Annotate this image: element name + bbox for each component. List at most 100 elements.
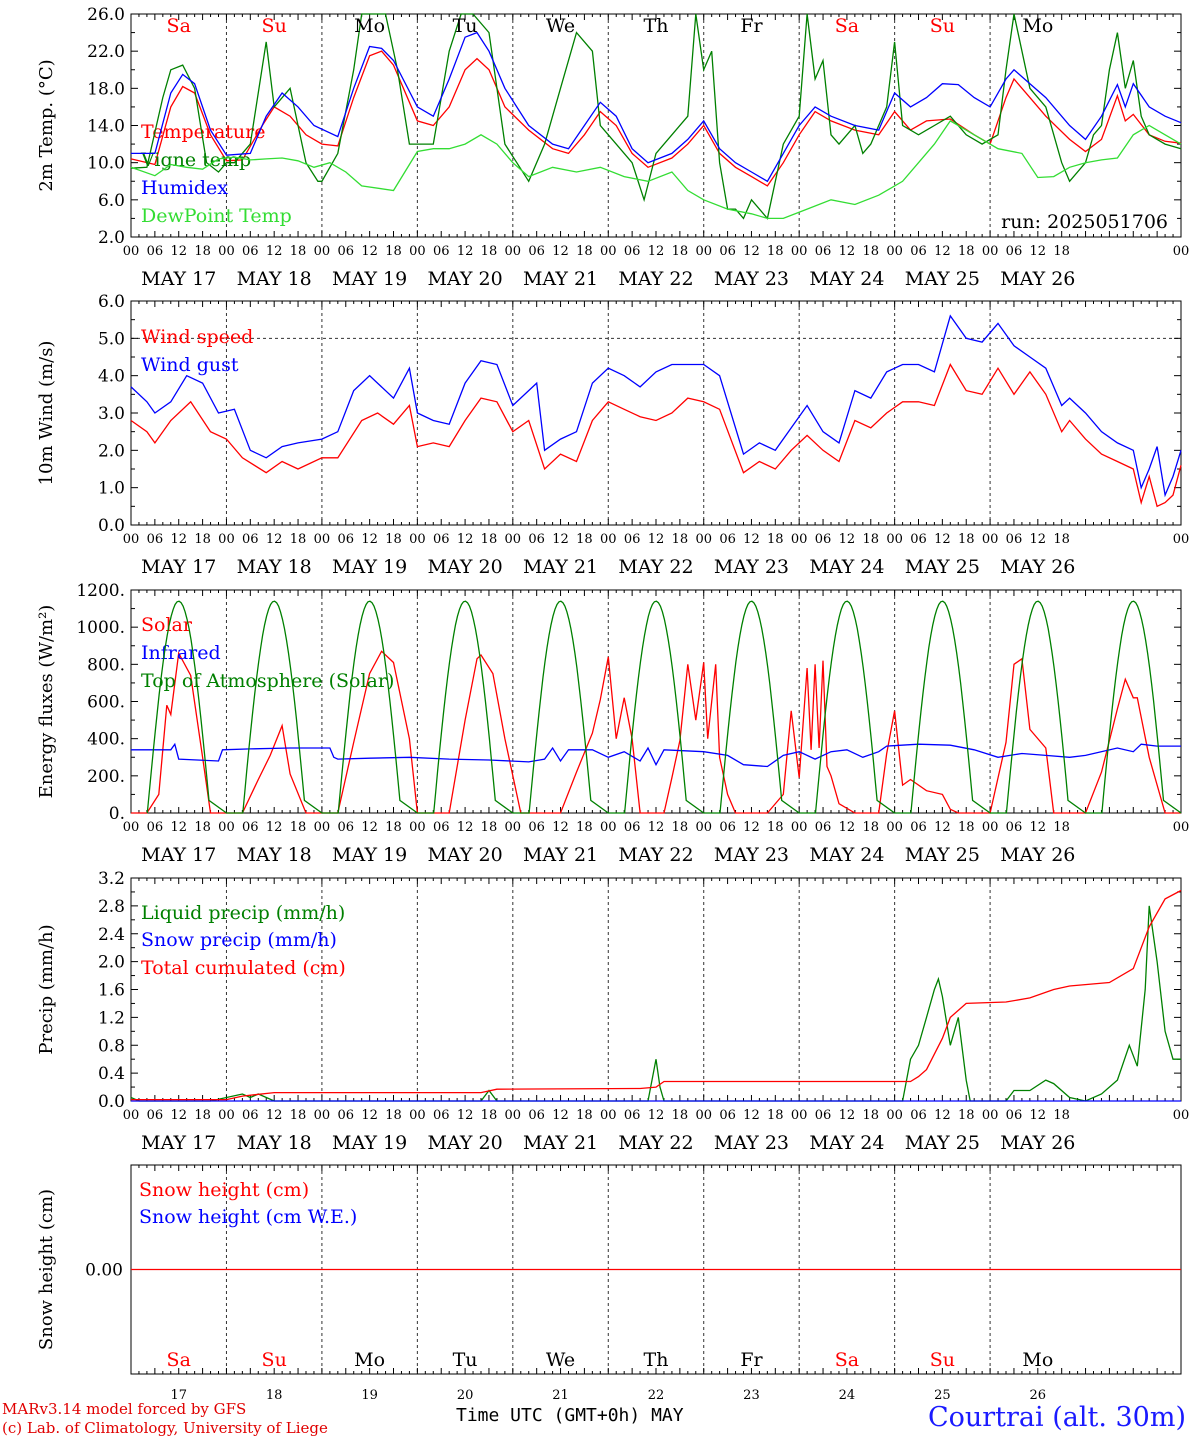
hour-label: 12 xyxy=(1030,1108,1047,1123)
hour-label: 06 xyxy=(815,532,832,547)
legend-entry: Temperature xyxy=(141,121,265,143)
hour-label: 06 xyxy=(1006,532,1023,547)
date-label: MAY 19 xyxy=(332,1132,407,1154)
y-tick-label: 0.0 xyxy=(98,516,125,536)
hour-label: 06 xyxy=(910,244,927,259)
hour-label: 06 xyxy=(815,244,832,259)
date-label: MAY 24 xyxy=(809,556,884,578)
hour-label: 00 xyxy=(600,820,617,835)
hour-label: 12 xyxy=(648,820,665,835)
day-number-label: 22 xyxy=(648,1388,665,1403)
date-label: MAY 21 xyxy=(523,1132,598,1154)
hour-label: 00 xyxy=(886,532,903,547)
hour-label: 06 xyxy=(242,244,259,259)
hour-label: 00 xyxy=(982,820,999,835)
y-tick-label: 200. xyxy=(87,767,125,787)
hour-label: 06 xyxy=(528,244,545,259)
hour-label: 00 xyxy=(695,1108,712,1123)
date-label: MAY 25 xyxy=(905,844,980,866)
run-annotation: run: 2025051706 xyxy=(1001,211,1168,233)
hour-label: 18 xyxy=(576,244,593,259)
hour-label: 18 xyxy=(290,820,307,835)
day-number-label: 25 xyxy=(934,1388,951,1403)
hour-label: 00 xyxy=(505,1108,522,1123)
hour-label: 12 xyxy=(648,244,665,259)
date-label: MAY 26 xyxy=(1000,268,1075,290)
hour-label: 18 xyxy=(290,1108,307,1123)
hour-label: 18 xyxy=(1053,244,1070,259)
hour-label: 00 xyxy=(982,1108,999,1123)
institution-credit-line: (c) Lab. of Climatology, University of L… xyxy=(2,1419,328,1437)
hour-label: 12 xyxy=(266,820,283,835)
legend-entry: Infrared xyxy=(141,642,221,664)
date-label: MAY 21 xyxy=(523,844,598,866)
day-number-label: 23 xyxy=(743,1388,760,1403)
hour-label: 18 xyxy=(290,244,307,259)
hour-label: 00 xyxy=(600,244,617,259)
hour-label: 00 xyxy=(695,820,712,835)
hour-label: 12 xyxy=(170,244,187,259)
series-line-temp-3 xyxy=(130,120,1182,220)
date-label: MAY 25 xyxy=(905,268,980,290)
hour-label: 06 xyxy=(719,532,736,547)
station-title: Courtrai (alt. 30m) xyxy=(927,1402,1186,1433)
day-number-label: 18 xyxy=(266,1388,283,1403)
y-tick-label: 10.0 xyxy=(87,154,125,174)
day-number-label: 24 xyxy=(839,1388,856,1403)
date-label: MAY 18 xyxy=(237,268,312,290)
hour-label: 00 xyxy=(505,820,522,835)
hour-label: 12 xyxy=(361,244,378,259)
hour-label: 12 xyxy=(648,1108,665,1123)
hour-label: 00 xyxy=(886,244,903,259)
weekday-label: Sa xyxy=(167,15,191,37)
weekday-label: Fr xyxy=(740,1349,763,1371)
hour-label: 18 xyxy=(672,532,689,547)
hour-label: 12 xyxy=(839,1108,856,1123)
legend-entry: Snow height (cm W.E.) xyxy=(139,1206,357,1228)
hour-label: 18 xyxy=(576,532,593,547)
weekday-label: Su xyxy=(262,15,287,37)
hour-label: 12 xyxy=(266,532,283,547)
date-label: MAY 26 xyxy=(1000,556,1075,578)
hour-label: 06 xyxy=(433,820,450,835)
hour-label: 12 xyxy=(1030,532,1047,547)
hour-label: 12 xyxy=(934,1108,951,1123)
hour-label: 12 xyxy=(743,244,760,259)
hour-label: 06 xyxy=(815,1108,832,1123)
hour-label: 12 xyxy=(1030,820,1047,835)
hour-label: 18 xyxy=(194,1108,211,1123)
y-tick-label: 0.4 xyxy=(98,1064,125,1084)
hour-label: 00 xyxy=(791,820,808,835)
hour-label: 06 xyxy=(910,532,927,547)
hour-label: 12 xyxy=(839,820,856,835)
date-label: MAY 25 xyxy=(905,556,980,578)
date-label: MAY 22 xyxy=(618,268,693,290)
hour-label: 00 xyxy=(123,244,140,259)
y-tick-label: 400. xyxy=(87,730,125,750)
y-tick-label: 3.0 xyxy=(98,404,125,424)
hour-label: 18 xyxy=(958,532,975,547)
y-axis-title: 2m Temp. (°C) xyxy=(36,59,57,191)
y-tick-label: 6.0 xyxy=(98,191,125,211)
hour-label: 12 xyxy=(648,532,665,547)
hour-label: 12 xyxy=(743,820,760,835)
y-tick-label: 0.0 xyxy=(98,1092,125,1112)
hour-label: 12 xyxy=(266,1108,283,1123)
panel-energy: 0. 200. 400. 600. 800. 1000. 1200. Energy fluxe… xyxy=(36,581,1189,866)
date-label: MAY 24 xyxy=(809,1132,884,1154)
legend-entry: Wind speed xyxy=(141,326,253,348)
hour-label: 06 xyxy=(624,244,641,259)
hour-label: 06 xyxy=(719,1108,736,1123)
hour-label: 06 xyxy=(242,532,259,547)
hour-label: 00 xyxy=(1173,532,1190,547)
hour-label: 18 xyxy=(290,532,307,547)
y-tick-label: 14.0 xyxy=(87,117,125,137)
date-label: MAY 21 xyxy=(523,556,598,578)
hour-label: 00 xyxy=(314,820,331,835)
hour-label: 06 xyxy=(624,1108,641,1123)
hour-label: 12 xyxy=(743,1108,760,1123)
date-label: MAY 24 xyxy=(809,844,884,866)
hour-label: 00 xyxy=(314,244,331,259)
hour-label: 12 xyxy=(170,820,187,835)
